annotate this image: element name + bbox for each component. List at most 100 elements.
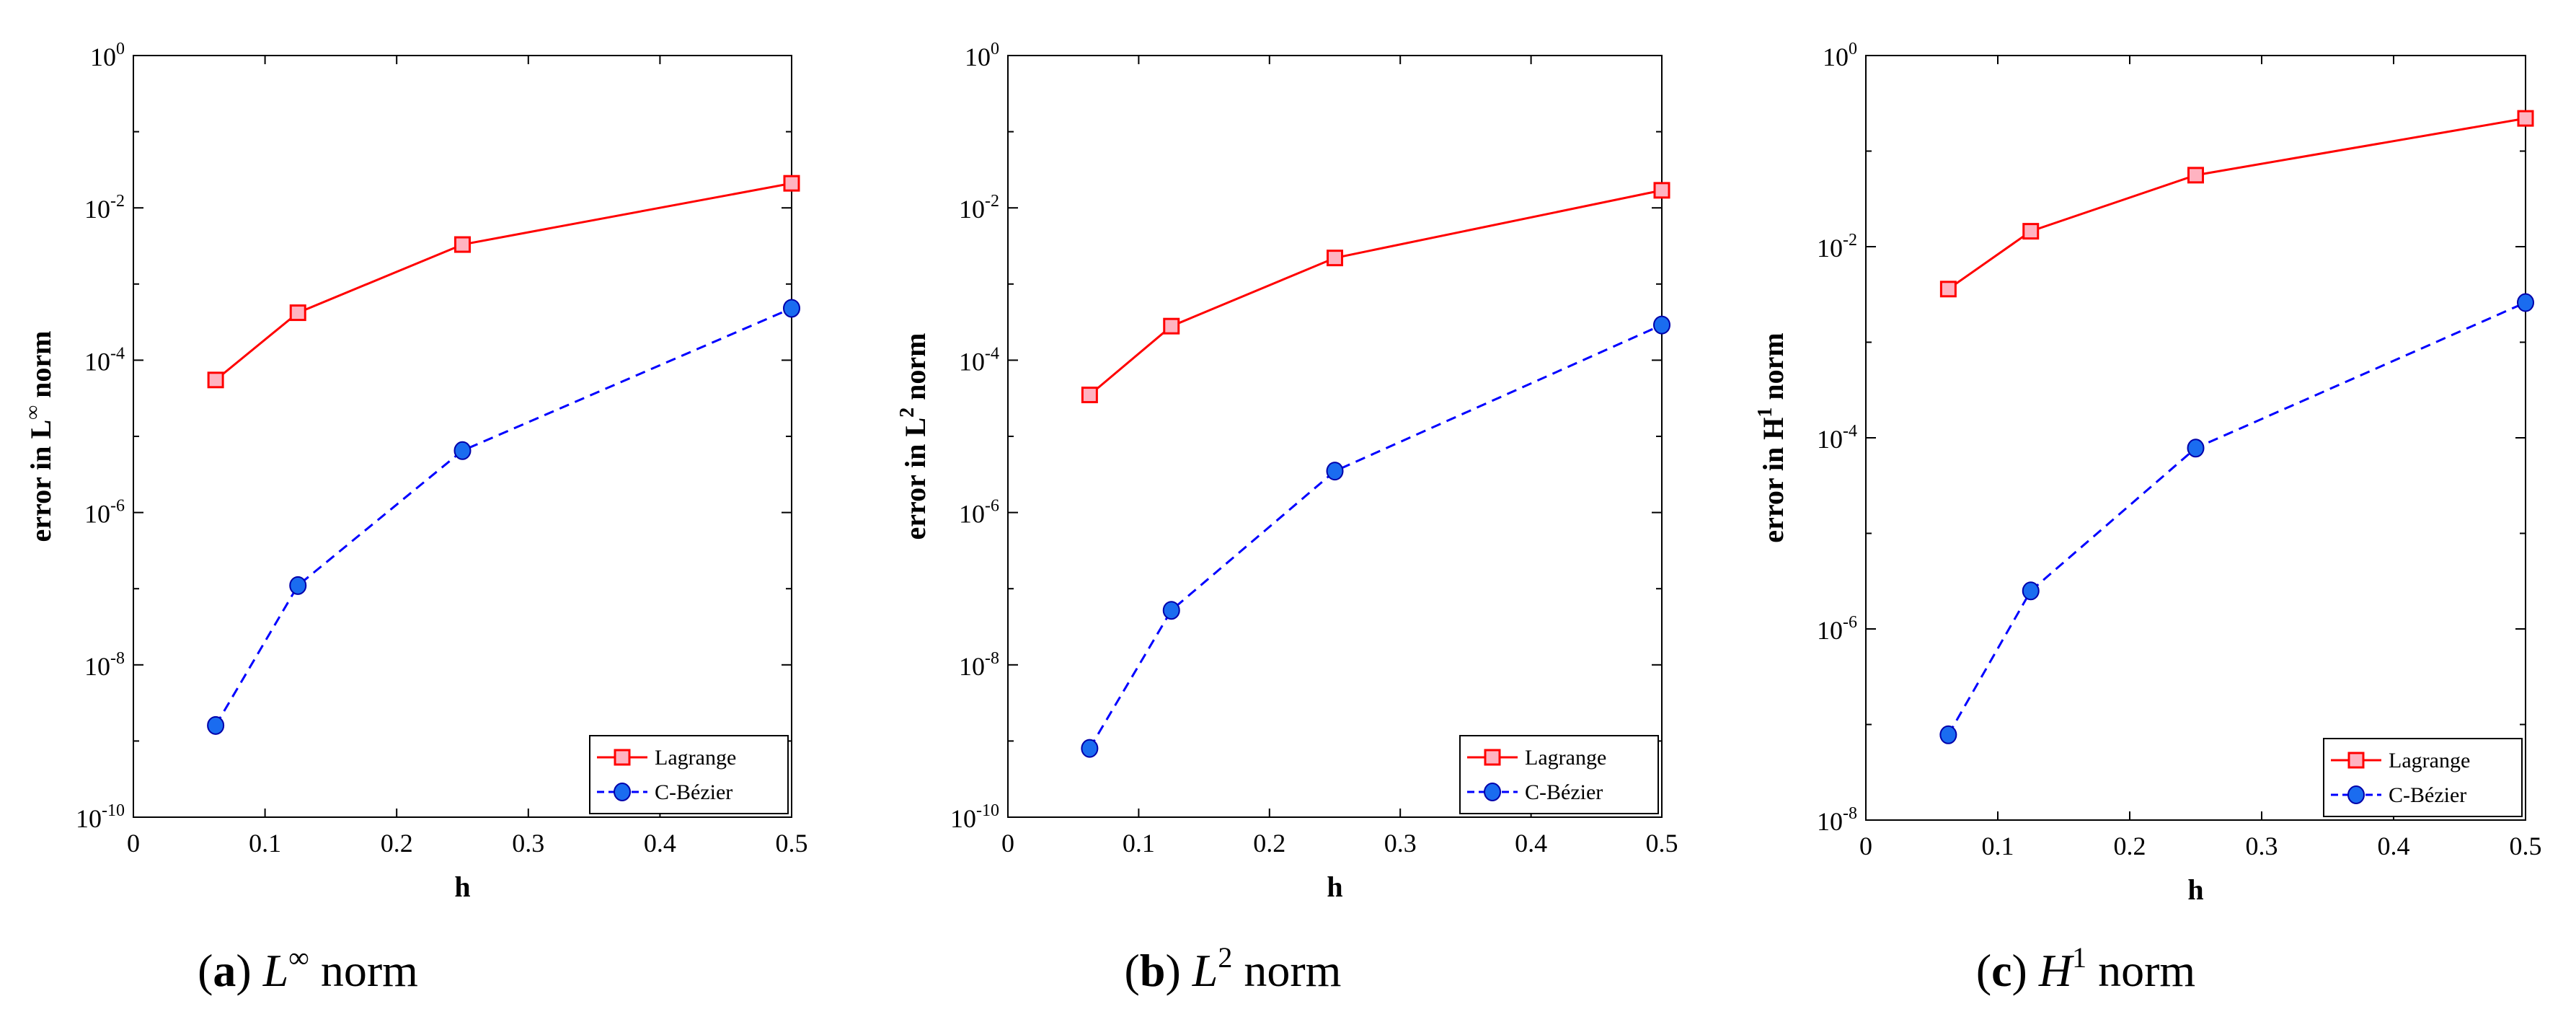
- panel-caption-b: (b) L2 norm: [1125, 941, 1342, 996]
- chart-panel-b: 0 0.1 0.2 0.3 0.4 0.5 10-10 10-8 10-6 10-4 10-2 100…: [896, 40, 1678, 903]
- x-tick-label: 0.4: [1515, 829, 1547, 858]
- x-tick-label: 0.3: [512, 829, 544, 858]
- data-point-square: [1653, 182, 1670, 199]
- y-tick-label: 10-4: [959, 344, 999, 376]
- legend-label: Lagrange: [655, 746, 736, 770]
- y-tick-label: 10-10: [950, 801, 999, 833]
- y-tick-label: 100: [90, 40, 125, 71]
- legend: Lagrange C-Bézier: [1459, 735, 1659, 814]
- data-point-circle: [1162, 601, 1180, 620]
- y-tick-label: 100: [1823, 40, 1857, 71]
- y-tick-label: 10-4: [1817, 422, 1857, 454]
- data-point-circle: [453, 441, 472, 460]
- x-tick-label: 0.5: [2510, 832, 2542, 860]
- series-Lagrange: [1939, 110, 2534, 298]
- series-C-Bézier: [1081, 315, 1670, 758]
- series-Lagrange: [1081, 182, 1670, 404]
- x-tick-label: 0.1: [1123, 829, 1155, 858]
- y-tick-label: 10-6: [959, 497, 999, 529]
- data-point-square: [2022, 223, 2040, 240]
- data-point-square: [1081, 387, 1098, 404]
- legend-label: Lagrange: [1525, 746, 1606, 770]
- series-C-Bézier: [207, 299, 800, 735]
- panel-caption-c: (c) H1 norm: [1976, 941, 2195, 996]
- x-tick-label: 0.3: [2246, 832, 2278, 860]
- y-tick-label: 10-2: [84, 192, 125, 224]
- y-axis-label: error in L2 norm: [896, 333, 931, 540]
- y-tick-label: 10-10: [76, 801, 125, 833]
- legend-marker-circle: [1484, 783, 1501, 801]
- x-axis-label: h: [454, 871, 470, 903]
- x-tick-label: 0.2: [1253, 829, 1285, 858]
- x-tick-label: 0.5: [1646, 829, 1678, 858]
- legend-label: C-Bézier: [655, 780, 732, 804]
- legend-label: C-Bézier: [2389, 783, 2466, 807]
- series-C-Bézier: [1939, 293, 2534, 744]
- y-tick-label: 10-2: [1817, 231, 1857, 263]
- data-point-square: [207, 371, 224, 389]
- data-point-square: [2517, 110, 2534, 127]
- series-line: [1947, 301, 2526, 736]
- y-tick-label: 10-8: [1817, 804, 1857, 836]
- legend-label: Lagrange: [2389, 749, 2470, 772]
- data-point-circle: [1081, 739, 1099, 758]
- y-tick-label: 100: [965, 40, 999, 71]
- x-axis-label: h: [2187, 873, 2203, 906]
- x-tick-label: 0: [1001, 829, 1014, 858]
- data-point-circle: [1939, 725, 1957, 744]
- legend-marker-square: [1484, 749, 1501, 766]
- data-point-square: [2187, 167, 2204, 184]
- x-axis-label: h: [1327, 871, 1342, 903]
- x-tick-label: 0.4: [2378, 832, 2410, 860]
- data-point-square: [1163, 317, 1180, 335]
- legend-marker-square: [2347, 752, 2365, 769]
- chart-panel-c: 0 0.1 0.2 0.3 0.4 0.5 10-8 10-6 10-4 10-2 100 h erro…: [1754, 40, 2542, 906]
- y-tick-label: 10-4: [84, 344, 125, 376]
- data-point-square: [783, 175, 800, 192]
- series-line: [1947, 117, 2526, 291]
- legend-label: C-Bézier: [1525, 780, 1603, 804]
- series-line: [214, 307, 792, 726]
- data-point-circle: [1653, 315, 1670, 335]
- data-point-circle: [2517, 293, 2534, 312]
- y-tick-label: 10-2: [959, 192, 999, 224]
- x-tick-label: 0: [127, 829, 140, 858]
- x-tick-label: 0.4: [644, 829, 676, 858]
- x-tick-label: 0.3: [1384, 829, 1417, 858]
- legend-marker-circle: [2347, 785, 2365, 804]
- data-point-square: [1327, 250, 1343, 267]
- y-tick-label: 10-6: [1817, 613, 1857, 645]
- y-tick-label: 10-6: [84, 497, 125, 529]
- plot-frame: [1007, 55, 1663, 818]
- x-tick-label: 0: [1859, 832, 1872, 860]
- series-line: [1089, 189, 1663, 396]
- data-point-circle: [2022, 581, 2040, 601]
- data-point-circle: [1326, 462, 1344, 481]
- x-tick-label: 0.2: [2114, 832, 2146, 860]
- legend: Lagrange C-Bézier: [2323, 738, 2523, 817]
- series-line: [1089, 324, 1663, 749]
- y-axis-label: error in H1 norm: [1754, 332, 1789, 542]
- legend-marker-circle: [614, 783, 631, 801]
- series-Lagrange: [207, 175, 800, 389]
- data-point-circle: [207, 715, 225, 735]
- data-point-circle: [289, 576, 307, 595]
- legend: Lagrange C-Bézier: [589, 735, 789, 814]
- data-point-square: [1939, 281, 1957, 298]
- x-tick-label: 0.1: [1982, 832, 2014, 860]
- y-tick-label: 10-8: [959, 649, 999, 681]
- series-line: [215, 182, 792, 381]
- data-point-square: [289, 304, 306, 322]
- x-tick-label: 0.1: [249, 829, 281, 858]
- plot-frame: [133, 55, 792, 818]
- y-axis-label: error in L∞ norm: [22, 331, 57, 542]
- data-point-circle: [2187, 439, 2205, 458]
- data-point-square: [454, 236, 471, 253]
- data-point-circle: [783, 299, 800, 318]
- x-tick-label: 0.2: [381, 829, 413, 858]
- panel-caption-a: (a) L∞ norm: [198, 941, 418, 996]
- chart-panel-a: 0 0.1 0.2 0.3 0.4 0.5 10-10 10-8 10-6 10-4 10-2 100…: [22, 40, 808, 903]
- x-tick-label: 0.5: [776, 829, 808, 858]
- legend-marker-square: [614, 749, 631, 766]
